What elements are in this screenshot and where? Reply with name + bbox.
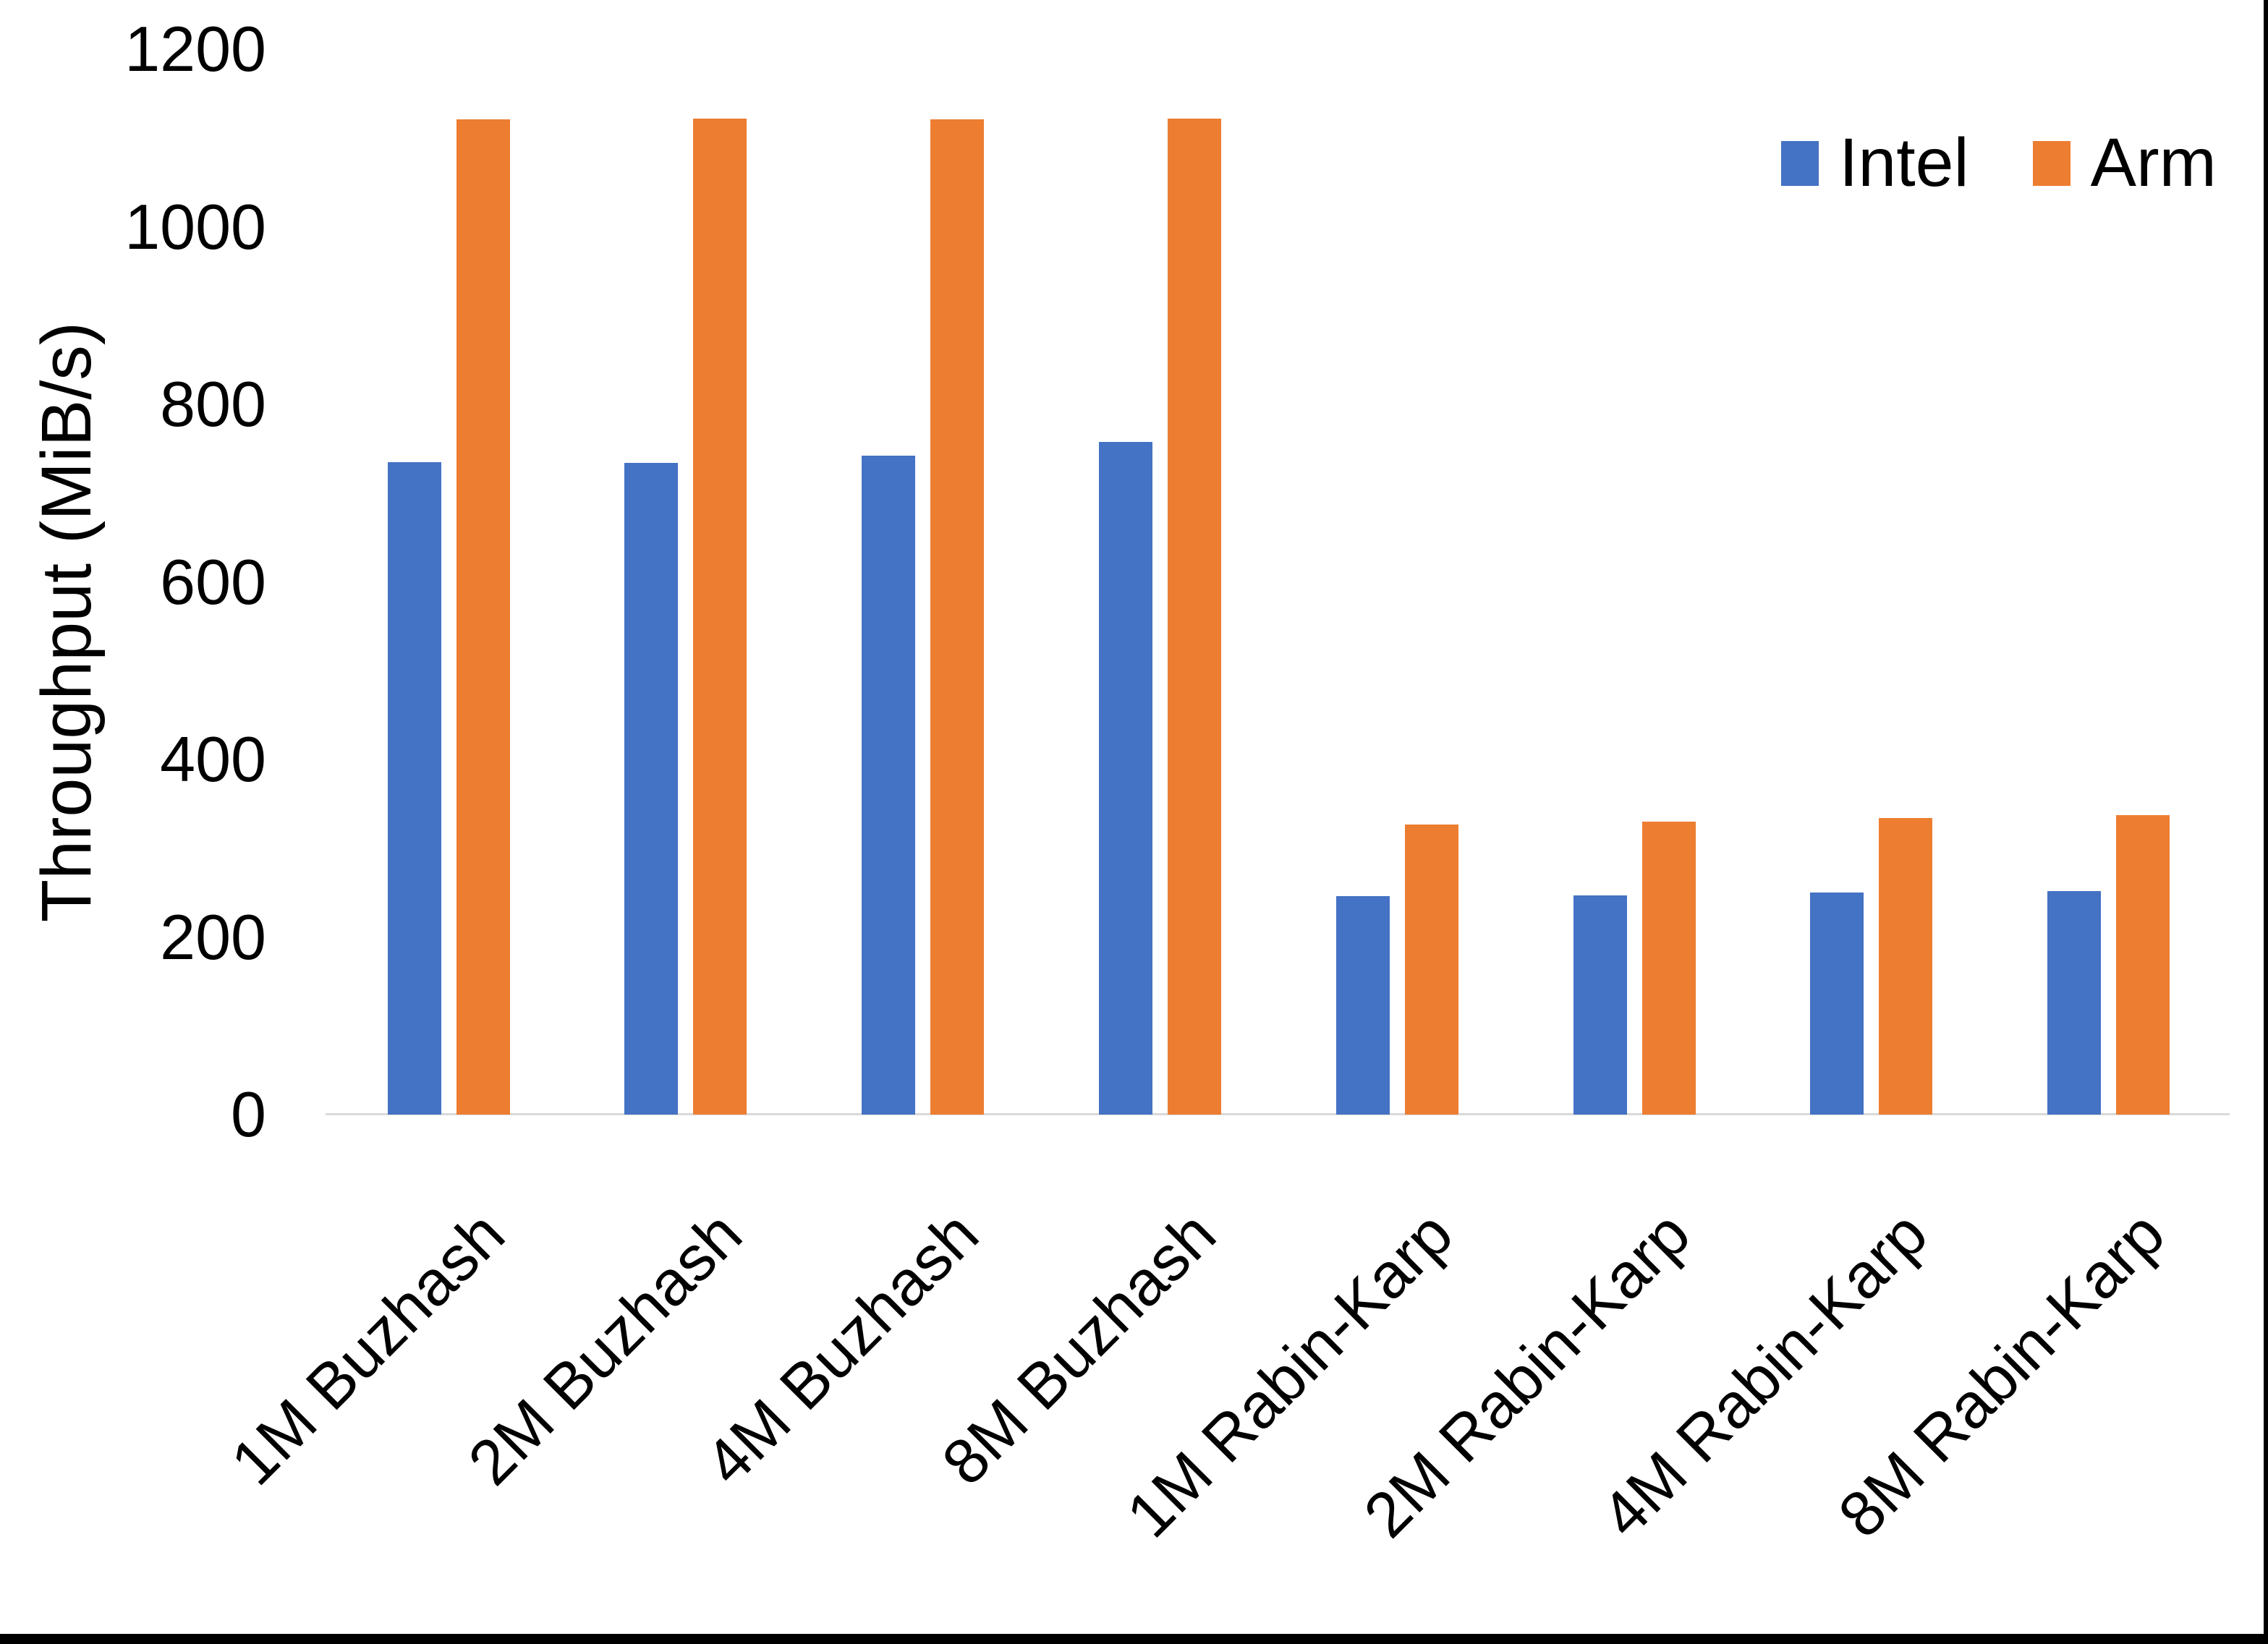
y-axis-tick-label: 1000 bbox=[124, 190, 266, 263]
legend-item-arm: Arm bbox=[2032, 124, 2217, 201]
right-border bbox=[2264, 0, 2268, 1644]
bottom-border bbox=[0, 1634, 2268, 1644]
y-axis-title: Throughput (MiB/s) bbox=[27, 321, 106, 923]
bar-arm-2m-rabin-karp bbox=[1641, 822, 1696, 1115]
bar-arm-1m-rabin-karp bbox=[1404, 825, 1458, 1115]
bar-arm-8m-buzhash bbox=[1167, 119, 1221, 1115]
y-axis-tick-label: 200 bbox=[160, 900, 266, 973]
intel-series-swatch bbox=[1781, 140, 1819, 186]
bar-intel-1m-rabin-karp bbox=[1335, 896, 1390, 1115]
y-axis-tick-label: 1200 bbox=[124, 13, 266, 85]
bar-intel-8m-rabin-karp bbox=[2047, 891, 2102, 1115]
bar-intel-2m-buzhash bbox=[624, 463, 679, 1115]
y-axis-tick-label: 800 bbox=[160, 368, 266, 440]
intel-series-label: Intel bbox=[1839, 124, 1969, 201]
bar-arm-4m-rabin-karp bbox=[1879, 818, 1933, 1115]
y-axis-tick-label: 400 bbox=[160, 723, 266, 795]
legend-item-intel: Intel bbox=[1781, 129, 1969, 197]
bar-intel-1m-buzhash bbox=[387, 462, 441, 1115]
y-axis-tick-label: 0 bbox=[231, 1078, 266, 1150]
arm-series-label: Arm bbox=[2090, 124, 2217, 201]
bar-intel-2m-rabin-karp bbox=[1573, 895, 1627, 1115]
x-axis-line bbox=[326, 1113, 2230, 1115]
bar-arm-2m-buzhash bbox=[693, 119, 747, 1115]
bar-arm-8m-rabin-karp bbox=[2116, 815, 2170, 1115]
bar-intel-8m-buzhash bbox=[1098, 442, 1152, 1115]
legend: Intel Arm bbox=[1781, 129, 2217, 197]
bar-arm-1m-buzhash bbox=[456, 119, 510, 1115]
bar-arm-4m-buzhash bbox=[930, 119, 985, 1115]
arm-series-swatch bbox=[2032, 140, 2070, 186]
bar-intel-4m-buzhash bbox=[862, 456, 916, 1115]
bar-intel-4m-rabin-karp bbox=[1810, 893, 1864, 1115]
y-axis-tick-label: 600 bbox=[160, 545, 266, 618]
